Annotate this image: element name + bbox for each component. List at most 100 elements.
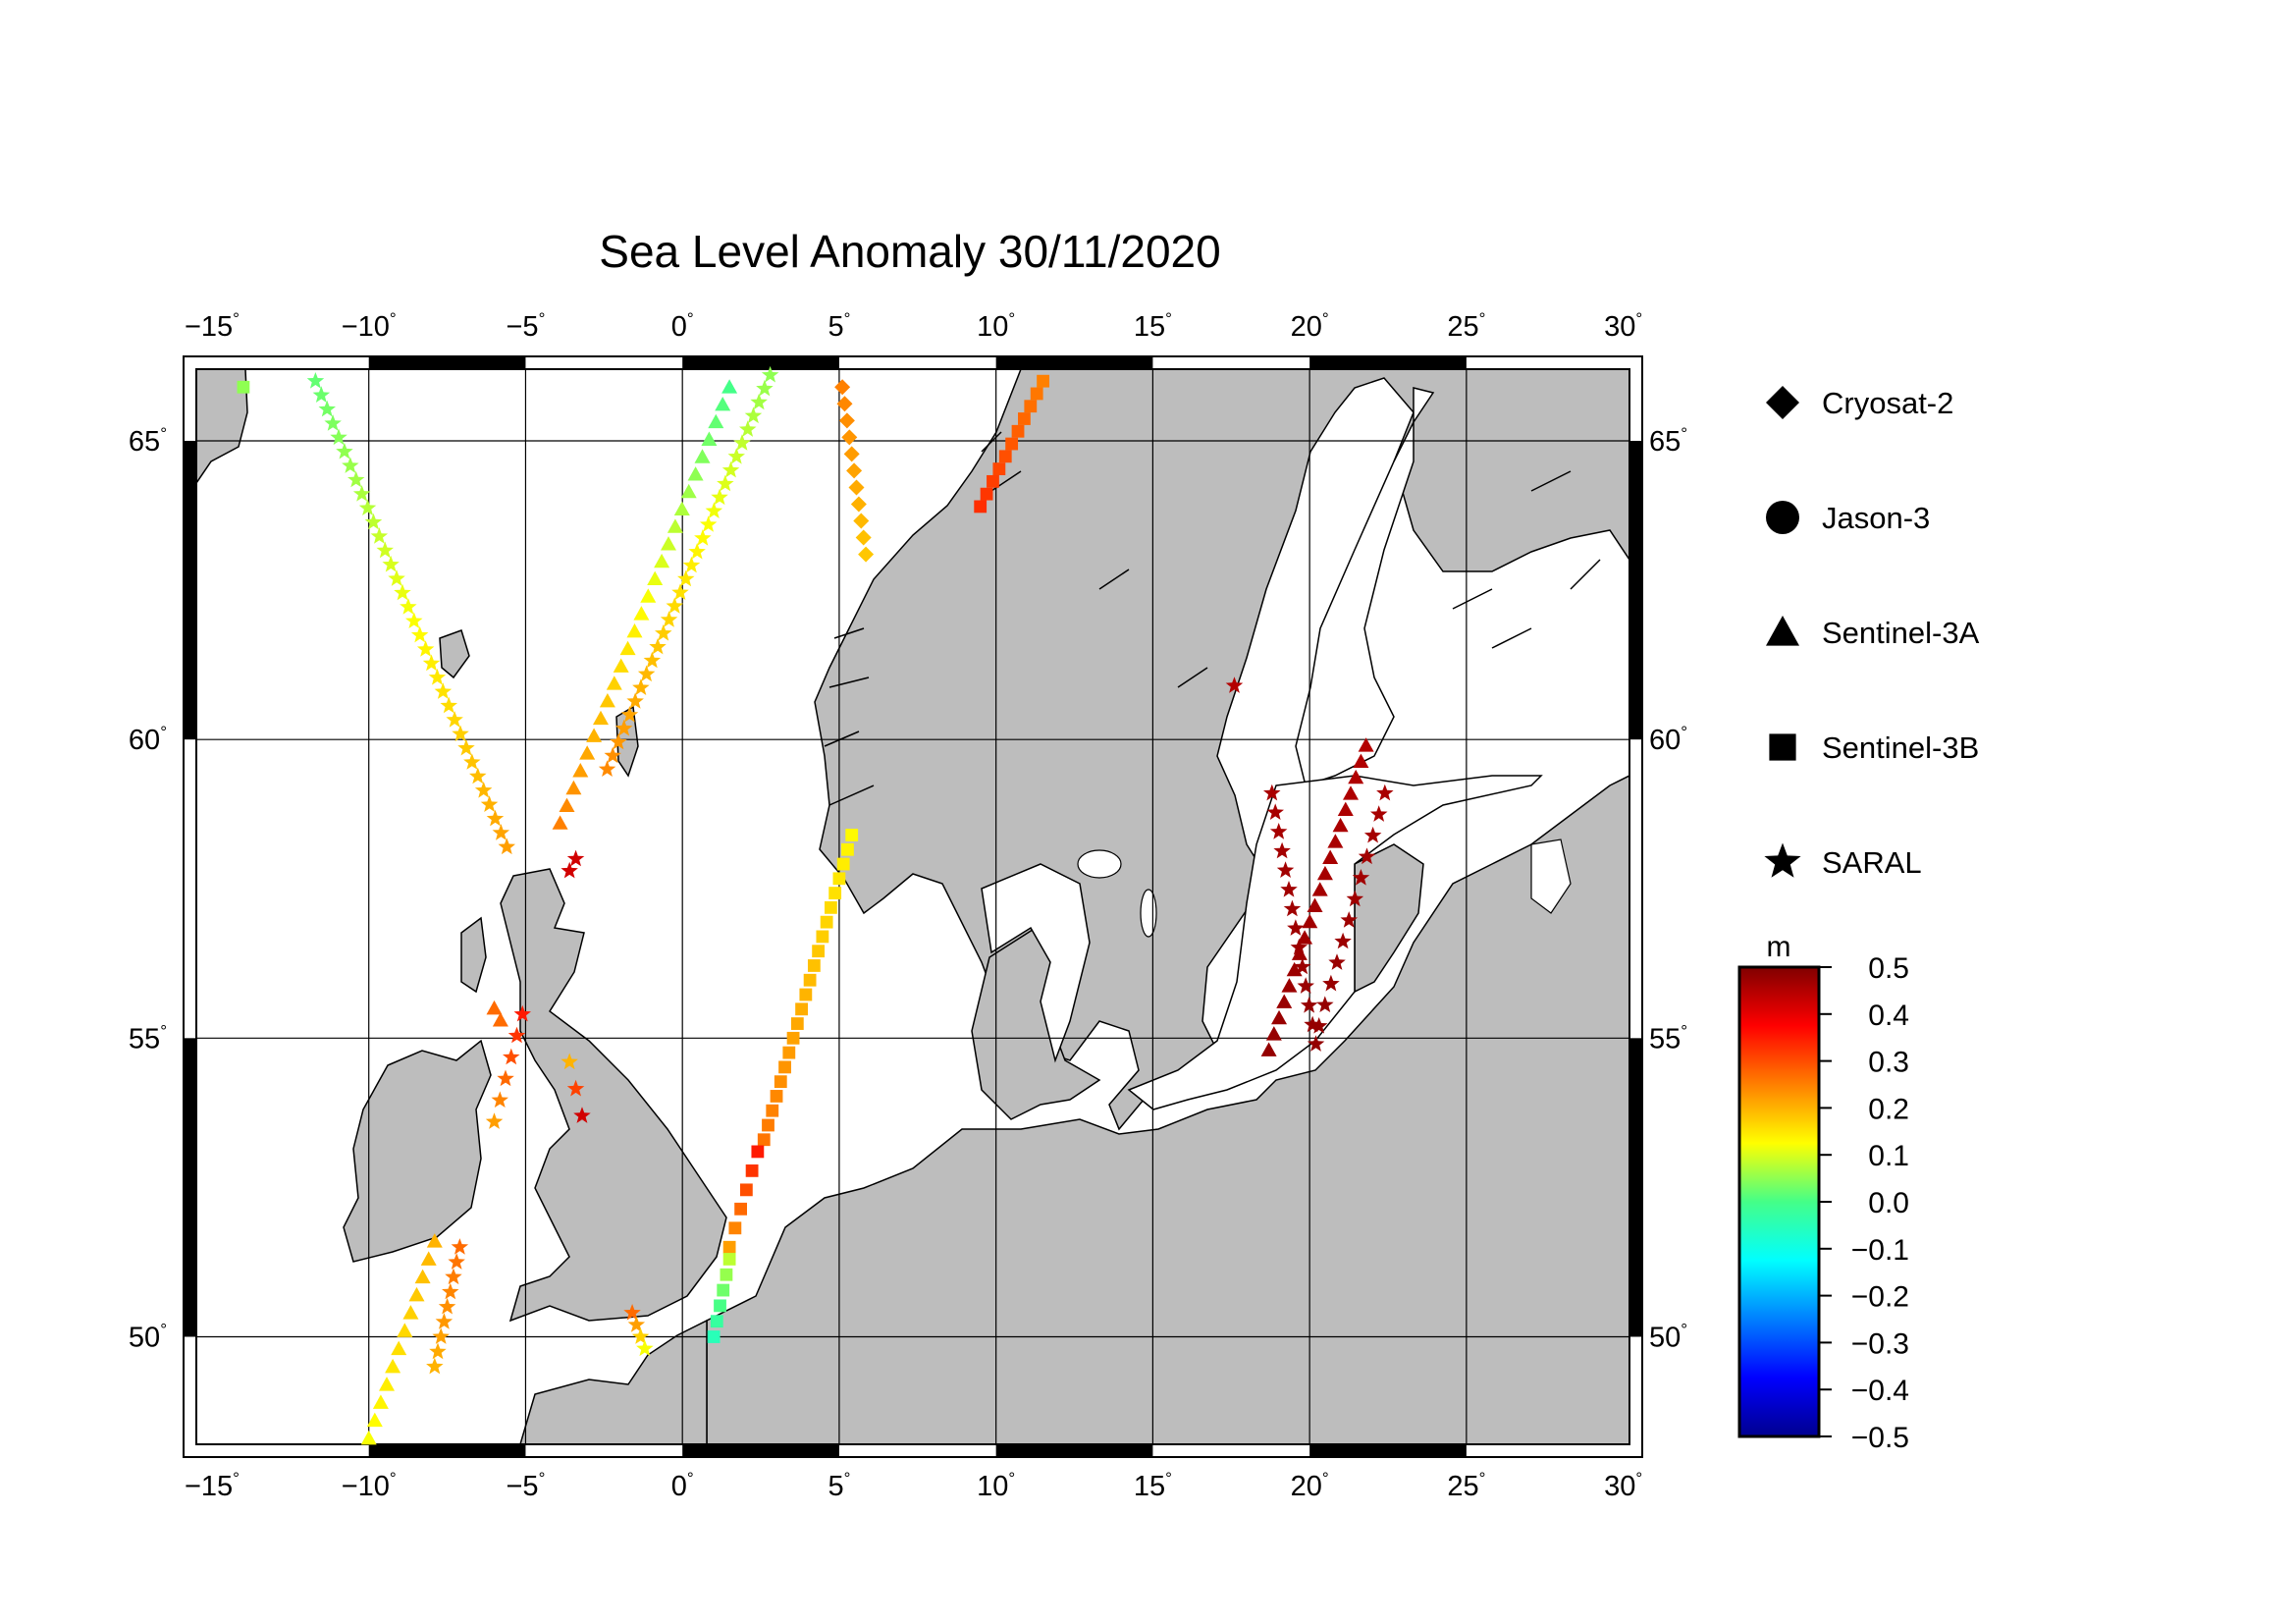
- saral-data-point: [400, 598, 417, 615]
- sentinel-3a-data-point: [385, 1358, 401, 1374]
- saral-data-point: [1287, 919, 1305, 936]
- sentinel-3b-data-point: [836, 857, 850, 871]
- sentinel-3a-data-point: [565, 780, 582, 795]
- sentinel-3b-data-point: [762, 1118, 774, 1132]
- lon-label-top: 30°: [1604, 309, 1642, 343]
- lon-label-bottom: 15°: [1134, 1469, 1172, 1502]
- saral-data-point: [457, 738, 475, 756]
- sentinel-3b-data-point: [799, 988, 813, 1001]
- saral-data-point: [463, 753, 481, 770]
- sentinel-3b-data-point: [1018, 412, 1031, 425]
- saral-data-point: [1276, 861, 1295, 878]
- saral-data-point: [561, 861, 578, 879]
- saral-data-point: [1334, 932, 1352, 949]
- saral-data-point: [388, 569, 405, 586]
- saral-data-point: [627, 1316, 646, 1332]
- frame-bar-bottom: [682, 1444, 839, 1457]
- sentinel-3a-data-point: [661, 536, 677, 551]
- frame-bar-top: [682, 356, 839, 369]
- sentinel-3a-data-point: [1281, 978, 1298, 993]
- saral-data-point: [744, 406, 763, 424]
- saral-data-point: [416, 640, 435, 657]
- sentinel-3b-data-point: [722, 1240, 736, 1254]
- saral-data-point: [614, 719, 633, 736]
- sentinel-3a-data-point: [552, 815, 568, 830]
- sentinel-3a-data-point: [1358, 737, 1374, 752]
- sentinel-3a-data-point: [426, 1233, 443, 1248]
- saral-data-point: [376, 541, 394, 559]
- sentinel-3a-data-point: [1260, 1042, 1277, 1056]
- saral-data-point: [1280, 881, 1298, 897]
- sentinel-3b-data-point: [980, 487, 993, 501]
- land-great-britain: [500, 868, 727, 1323]
- sentinel-3a-data-point: [408, 1286, 425, 1302]
- lon-label-bottom: −15°: [185, 1469, 240, 1502]
- cryosat-2-data-point: [850, 496, 867, 513]
- saral-data-point: [364, 513, 383, 530]
- colorbar-tick-label: −0.2: [1851, 1281, 1909, 1314]
- sentinel-3a-data-point: [1327, 834, 1344, 848]
- sentinel-3b-data-point: [722, 1253, 736, 1266]
- cryosat-2-data-point: [855, 529, 872, 546]
- frame-bar-right: [1629, 441, 1642, 740]
- saral-data-point: [1352, 869, 1370, 886]
- sentinel-3a-data-point: [1353, 753, 1369, 768]
- colorbar-tick-label: −0.4: [1851, 1375, 1909, 1407]
- saral-data-point: [655, 623, 672, 641]
- sentinel-3b-data-point: [707, 1330, 721, 1343]
- saral-data-point: [336, 442, 353, 460]
- saral-data-point: [1322, 974, 1340, 992]
- saral-data-point: [342, 457, 359, 473]
- sentinel-3a-data-point: [640, 588, 657, 603]
- saral-data-point: [434, 682, 453, 699]
- lon-label-bottom: −10°: [342, 1469, 397, 1502]
- frame-bar-top: [1309, 356, 1467, 369]
- saral-data-point: [1340, 911, 1358, 928]
- sentinel-3a-data-point: [402, 1305, 419, 1320]
- sentinel-3b-data-point: [820, 915, 833, 929]
- saral-data-point: [440, 696, 457, 714]
- land-layer: [196, 369, 1629, 1444]
- saral-data-point: [561, 1053, 578, 1070]
- cryosat-2-data-point: [848, 479, 865, 496]
- saral-data-point: [705, 502, 723, 518]
- frame-bar-right: [1629, 1038, 1642, 1337]
- sentinel-3b-data-point: [720, 1268, 733, 1281]
- sentinel-3a-data-point: [366, 1412, 383, 1428]
- land-iceland: [196, 369, 248, 485]
- saral-data-point: [1283, 899, 1302, 917]
- saral-data-point: [492, 824, 510, 840]
- lon-label-top: 25°: [1447, 309, 1485, 343]
- cryosat-2-data-point: [846, 462, 863, 479]
- lon-label-bottom: 20°: [1291, 1469, 1329, 1502]
- saral-data-point: [566, 1079, 585, 1097]
- sentinel-3a-data-point: [708, 413, 724, 429]
- sentinel-3b-data-point: [710, 1315, 723, 1328]
- sentinel-3b-data-point: [1037, 374, 1049, 388]
- saral-data-point: [1370, 805, 1388, 822]
- saral-data-point: [688, 542, 706, 560]
- sentinel-3b-data-point: [751, 1145, 765, 1159]
- saral-data-point: [643, 651, 662, 669]
- colorbar: m 0.5 0.4 0.3 0.2 0.1 0.0 −0.1 −0.2 −0.3 −0.4 −0.5: [1737, 931, 1909, 1454]
- saral-data-point: [330, 428, 347, 446]
- saral-data-point: [486, 809, 505, 827]
- sentinel-3b-data-point: [987, 474, 999, 488]
- legend-label: SARAL: [1822, 845, 1922, 880]
- sentinel-3b-data-point: [845, 829, 859, 841]
- mission-legend: Cryosat-2 Jason-3 Sentinel-3A Sentinel-3B SA…: [1764, 386, 1980, 880]
- saral-data-point: [739, 420, 757, 437]
- saral-data-point: [491, 1091, 508, 1108]
- saral-data-point: [598, 760, 616, 777]
- sentinel-3a-data-point: [701, 431, 718, 446]
- saral-data-point: [666, 597, 683, 614]
- frame-bar-top: [995, 356, 1153, 369]
- sentinel-3b-data-point: [974, 500, 988, 514]
- sentinel-3a-data-point: [1291, 946, 1308, 960]
- saral-data-point: [318, 400, 336, 417]
- lat-label-left: 60°: [129, 723, 167, 756]
- saral-data-point: [711, 488, 728, 506]
- saral-data-point: [451, 1238, 469, 1255]
- colorbar-ticks: 0.5 0.4 0.3 0.2 0.1 0.0 −0.1 −0.2 −0.3 −0.4 −0.5: [1819, 952, 1909, 1454]
- sentinel-3a-data-point: [1343, 785, 1360, 800]
